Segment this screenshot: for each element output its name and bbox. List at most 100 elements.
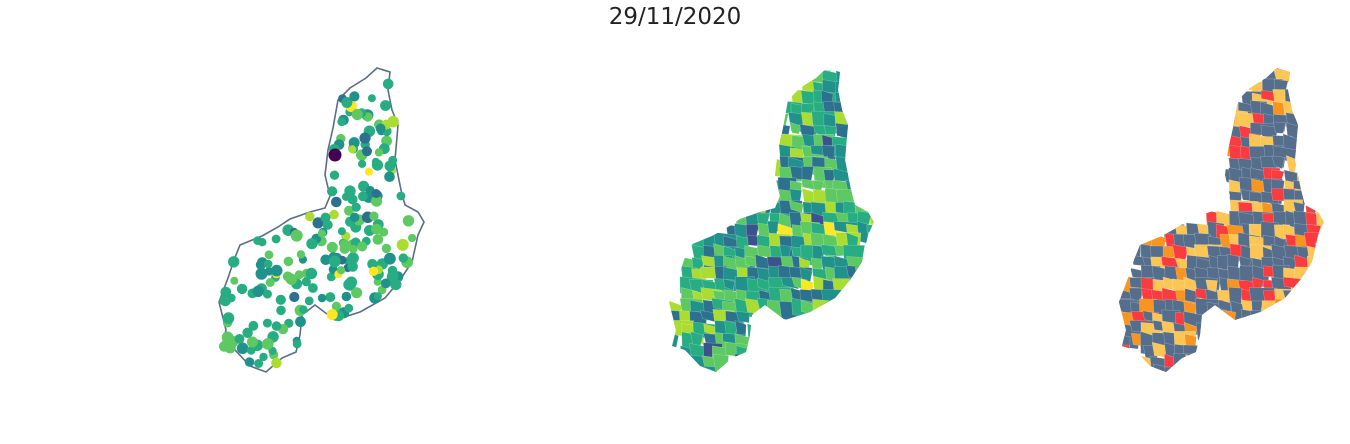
municipality-region xyxy=(736,111,761,134)
municipality-region xyxy=(812,298,834,317)
municipality-region xyxy=(1327,301,1346,316)
municipality-region xyxy=(1250,310,1267,327)
municipality-point xyxy=(381,243,392,254)
municipality-region xyxy=(1329,112,1350,135)
municipality-region xyxy=(823,310,846,334)
municipality-region xyxy=(669,331,679,355)
municipality-region xyxy=(691,92,709,118)
municipality-region xyxy=(736,378,754,396)
municipality-region xyxy=(1119,178,1145,200)
municipality-region xyxy=(757,375,783,395)
municipality-point xyxy=(327,186,338,197)
municipality-point xyxy=(262,338,274,350)
municipality-region xyxy=(1329,256,1350,272)
municipality-region xyxy=(1207,90,1236,107)
municipality-point xyxy=(371,157,380,166)
choropleth-risk-panel xyxy=(1119,68,1350,400)
municipality-point xyxy=(255,267,268,280)
municipality-region xyxy=(1205,180,1225,196)
municipality-region xyxy=(1295,81,1310,103)
municipality-region xyxy=(690,68,704,86)
points-map-panel xyxy=(218,67,425,373)
municipality-point xyxy=(380,278,391,289)
municipality-region xyxy=(1194,69,1212,95)
municipality-region xyxy=(1328,79,1350,91)
municipality-point xyxy=(325,292,336,303)
municipality-region xyxy=(1218,378,1242,397)
municipality-region xyxy=(669,156,684,174)
municipality-region xyxy=(835,81,856,95)
municipality-region xyxy=(724,154,743,179)
municipality-region xyxy=(734,353,760,372)
municipality-region xyxy=(1296,144,1324,165)
municipality-region xyxy=(1261,356,1279,369)
municipality-region xyxy=(1229,376,1248,397)
municipality-region xyxy=(1217,68,1240,72)
municipality-region xyxy=(703,100,721,116)
municipality-region xyxy=(1128,68,1154,94)
municipality-region xyxy=(1161,112,1185,130)
municipality-point xyxy=(317,229,326,238)
municipality-point xyxy=(292,339,302,349)
municipality-region xyxy=(1316,70,1324,89)
municipality-region xyxy=(1204,342,1233,361)
municipality-point xyxy=(339,243,350,254)
viridis-regions xyxy=(669,68,899,397)
municipality-region xyxy=(1272,121,1286,134)
municipality-point xyxy=(388,155,398,165)
municipality-point xyxy=(329,209,339,220)
municipality-region xyxy=(1271,155,1285,170)
municipality-point xyxy=(227,293,236,303)
municipality-region xyxy=(669,68,689,93)
municipality-point xyxy=(367,94,376,103)
municipality-point xyxy=(326,241,338,253)
municipality-region xyxy=(757,79,784,97)
municipality-region xyxy=(712,353,729,372)
municipality-region xyxy=(1119,234,1125,261)
municipality-point xyxy=(396,191,406,201)
municipality-point xyxy=(328,255,341,268)
municipality-region xyxy=(1195,377,1220,400)
municipality-region xyxy=(879,178,892,198)
municipality-region xyxy=(670,144,688,172)
municipality-region xyxy=(1119,253,1122,269)
municipality-region xyxy=(879,367,899,387)
municipality-region xyxy=(693,378,706,397)
municipality-point xyxy=(228,256,240,268)
municipality-region xyxy=(1163,178,1193,199)
municipality-region xyxy=(669,180,685,197)
municipality-region xyxy=(1175,376,1201,388)
municipality-region xyxy=(855,356,874,372)
municipality-region xyxy=(1206,146,1225,173)
municipality-region xyxy=(1139,81,1167,100)
municipality-region xyxy=(1206,68,1222,92)
municipality-point xyxy=(305,211,315,222)
municipality-point xyxy=(271,357,282,369)
municipality-region xyxy=(669,223,690,245)
municipality-point xyxy=(371,189,381,198)
municipality-region xyxy=(880,354,894,377)
municipality-region xyxy=(689,169,717,192)
municipality-point xyxy=(317,293,327,303)
municipality-region xyxy=(723,100,745,121)
municipality-point xyxy=(347,252,359,264)
municipality-region xyxy=(822,355,836,372)
municipality-region xyxy=(868,199,874,227)
municipality-point xyxy=(271,321,282,331)
municipality-point xyxy=(320,254,332,266)
municipality-region xyxy=(868,378,896,390)
municipality-region xyxy=(854,88,874,106)
municipality-point xyxy=(341,97,353,108)
municipality-point xyxy=(384,171,395,182)
municipality-region xyxy=(1129,235,1142,260)
municipality-region xyxy=(722,189,739,216)
municipality-region xyxy=(692,190,713,210)
municipality-point xyxy=(270,264,283,277)
municipality-region xyxy=(1306,255,1322,276)
municipality-region xyxy=(854,322,869,348)
municipality-point xyxy=(308,283,318,293)
municipality-point xyxy=(344,205,354,216)
municipality-region xyxy=(1184,133,1201,158)
municipality-region xyxy=(866,224,874,237)
municipality-region xyxy=(854,157,874,183)
